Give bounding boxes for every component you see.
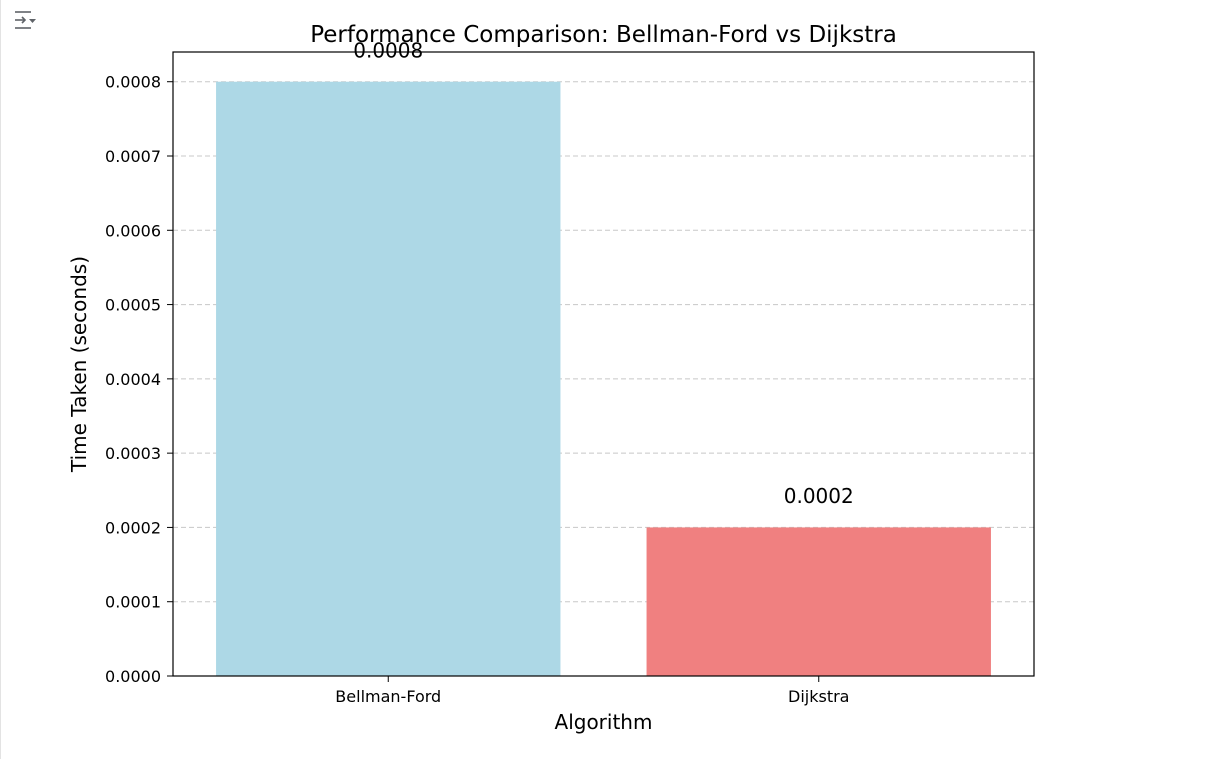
plot-frame — [172, 51, 1035, 677]
x-tick-label: Bellman-Ford — [335, 687, 441, 706]
collapse-output-icon — [15, 11, 36, 29]
output-toggle-button[interactable] — [12, 9, 40, 33]
bar — [646, 527, 991, 676]
chart-title: Performance Comparison: Bellman-Ford vs … — [310, 22, 897, 48]
data-label: 0.0002 — [784, 484, 854, 508]
y-tick-label: 0.0006 — [105, 221, 161, 240]
y-tick-label: 0.0005 — [105, 296, 161, 315]
x-tick-label: Dijkstra — [788, 687, 849, 706]
y-tick-label: 0.0008 — [105, 73, 161, 92]
y-axis-label: Time Taken (seconds) — [67, 256, 91, 473]
y-tick-label: 0.0007 — [105, 147, 161, 166]
bar — [216, 81, 561, 676]
x-axis-label: Algorithm — [555, 710, 653, 734]
y-tick-label: 0.0002 — [105, 518, 161, 537]
data-label: 0.0008 — [353, 39, 423, 63]
y-tick-label: 0.0004 — [105, 370, 161, 389]
cell-left-border — [0, 0, 1, 759]
y-tick-label: 0.0003 — [105, 444, 161, 463]
y-tick-label: 0.0001 — [105, 593, 161, 612]
y-tick-label: 0.0000 — [105, 667, 161, 686]
